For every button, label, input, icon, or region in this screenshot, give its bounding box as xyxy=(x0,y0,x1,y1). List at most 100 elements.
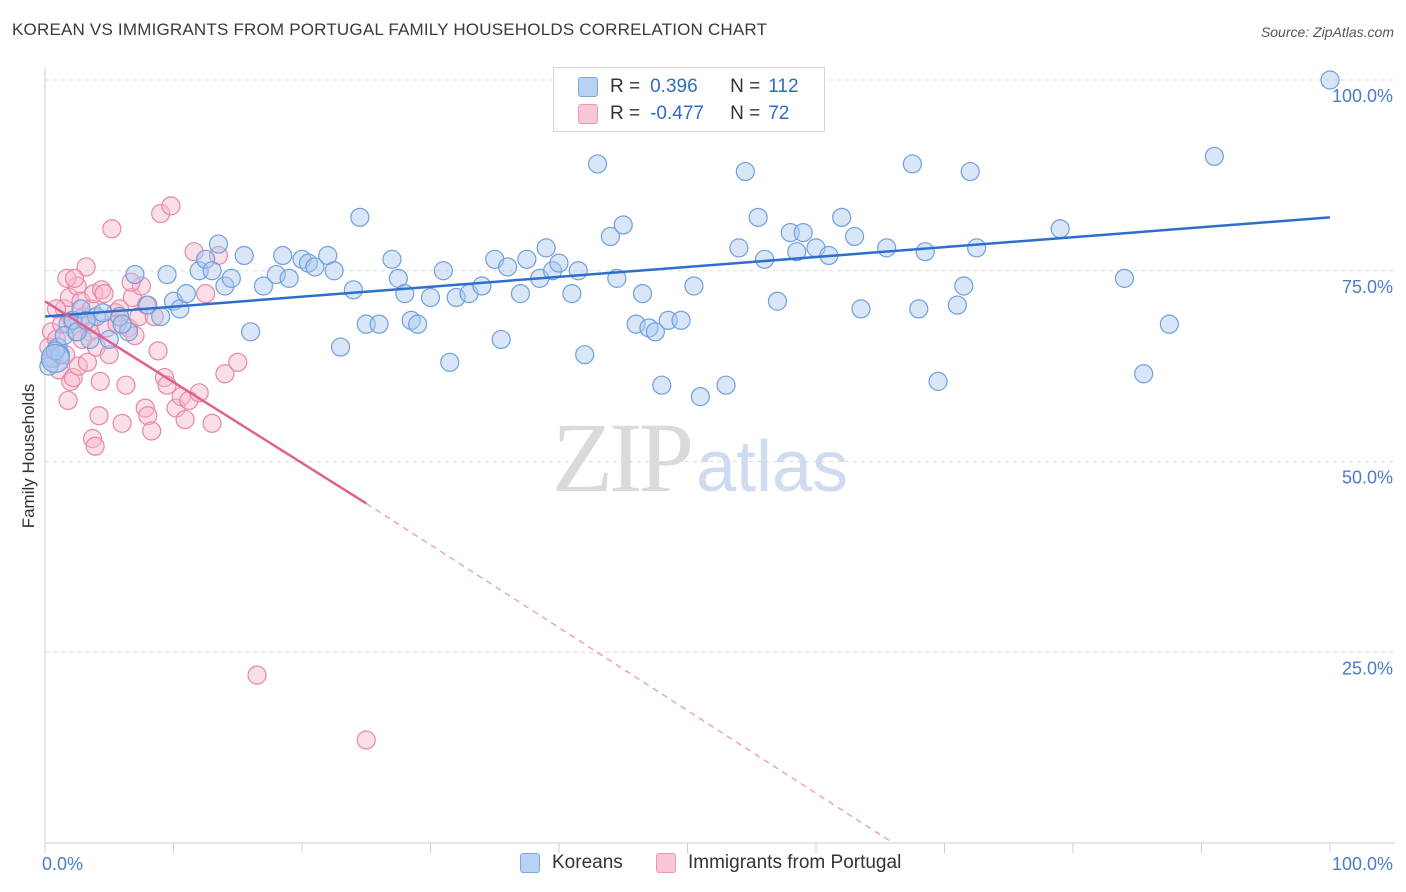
korean-point xyxy=(652,375,672,395)
korean-point xyxy=(967,238,987,258)
portugal-point xyxy=(112,413,132,433)
portugal-label: Immigrants from Portugal xyxy=(688,852,902,873)
korean-point xyxy=(196,249,216,269)
portugal-point xyxy=(59,287,80,308)
portugal-point xyxy=(116,375,136,395)
korean-point xyxy=(234,245,254,266)
korean-swatch xyxy=(578,77,598,97)
korean-point xyxy=(645,322,665,342)
korean-point xyxy=(915,242,935,262)
korean-point xyxy=(420,287,441,308)
trend-lines xyxy=(44,216,1331,844)
legend-row-portugal: R = -0.477 N = 72 xyxy=(578,102,789,126)
korean-point xyxy=(954,276,974,296)
portugal-n-label: N = xyxy=(730,103,761,124)
axes xyxy=(44,68,1395,853)
korean-point xyxy=(112,314,132,334)
korean-point xyxy=(382,249,402,269)
korean-point xyxy=(1114,268,1135,288)
portugal-point xyxy=(138,406,158,426)
koreans-swatch xyxy=(520,853,540,873)
korean-point xyxy=(947,295,967,315)
korean-point xyxy=(215,276,235,296)
korean-point xyxy=(684,276,704,296)
portugal-point xyxy=(184,242,204,262)
korean-point xyxy=(877,238,897,258)
portugal-point xyxy=(102,219,122,239)
grid-lines xyxy=(45,79,1395,653)
correlation-legend: R = 0.396 N = 112 R = -0.477 N = 72 xyxy=(553,67,825,132)
korean-point xyxy=(176,284,196,304)
watermark: ZIPatlas xyxy=(552,400,848,515)
korean-point xyxy=(510,284,531,304)
korean-point xyxy=(221,268,241,288)
korean-point xyxy=(549,253,569,273)
portugal-r-value: -0.477 xyxy=(650,103,704,124)
korean-point xyxy=(793,223,813,243)
portugal-point xyxy=(356,730,376,750)
portugal-point xyxy=(85,436,105,456)
korean-point xyxy=(472,276,492,296)
korean-point xyxy=(536,238,556,258)
portugal-point xyxy=(58,390,78,411)
portugal-point xyxy=(64,268,85,288)
korean-point xyxy=(613,215,633,235)
legend-item-portugal: Immigrants from Portugal xyxy=(656,852,901,874)
korean-point xyxy=(787,242,807,262)
korean-point xyxy=(902,154,922,174)
korean-r-label: R = xyxy=(610,76,641,97)
korean-point xyxy=(517,249,537,269)
korean-point xyxy=(735,161,755,182)
korean-point xyxy=(266,264,286,285)
portugal-point xyxy=(107,314,127,334)
korean-point xyxy=(690,387,710,407)
portugal-point xyxy=(148,341,168,361)
watermark-atlas: atlas xyxy=(696,427,849,507)
korean-point xyxy=(575,345,595,365)
korean-point xyxy=(253,276,274,296)
korean-point xyxy=(716,375,736,395)
korean-point xyxy=(626,314,646,334)
korean-point xyxy=(208,234,229,254)
portugal-point xyxy=(89,406,109,426)
korean-n-label: N = xyxy=(730,76,761,97)
portugal-point xyxy=(77,352,98,372)
source-label: Source: ZipAtlas.com xyxy=(1260,24,1394,40)
legend-item-koreans: Koreans xyxy=(520,852,623,874)
korean-point xyxy=(671,310,691,330)
korean-point xyxy=(498,257,518,277)
portugal-point xyxy=(228,352,248,372)
korean-point xyxy=(1159,314,1179,334)
portugal-legend-swatch xyxy=(656,853,676,873)
korean-point xyxy=(844,226,865,247)
korean-point xyxy=(118,322,139,342)
portugal-point xyxy=(82,429,103,449)
korean-point xyxy=(748,207,768,227)
watermark-zip: ZIP xyxy=(552,402,694,513)
korean-point xyxy=(440,352,460,372)
portugal-point xyxy=(142,421,162,441)
portugal-point xyxy=(151,203,171,224)
portugal-point xyxy=(76,257,96,277)
y-tick-label: 50.0% xyxy=(1342,468,1393,488)
korean-point xyxy=(241,322,261,342)
portugal-point xyxy=(202,413,222,433)
korean-point xyxy=(350,207,370,227)
portugal-point xyxy=(247,665,267,685)
korean-point xyxy=(767,291,788,311)
korean-point xyxy=(832,207,852,227)
portugal-point xyxy=(175,409,195,430)
portugal-n-value: 72 xyxy=(768,103,790,124)
korean-point xyxy=(273,245,293,266)
korean-point xyxy=(324,261,344,281)
korean-point xyxy=(408,314,428,334)
korean-point xyxy=(305,257,325,277)
portugal-point xyxy=(99,345,119,365)
korean-point xyxy=(433,261,453,281)
y-axis-title: Family Households xyxy=(19,384,38,529)
portugal-point xyxy=(90,371,110,391)
korean-point xyxy=(125,264,145,285)
korean-point xyxy=(279,268,299,288)
korean-point xyxy=(960,161,980,182)
